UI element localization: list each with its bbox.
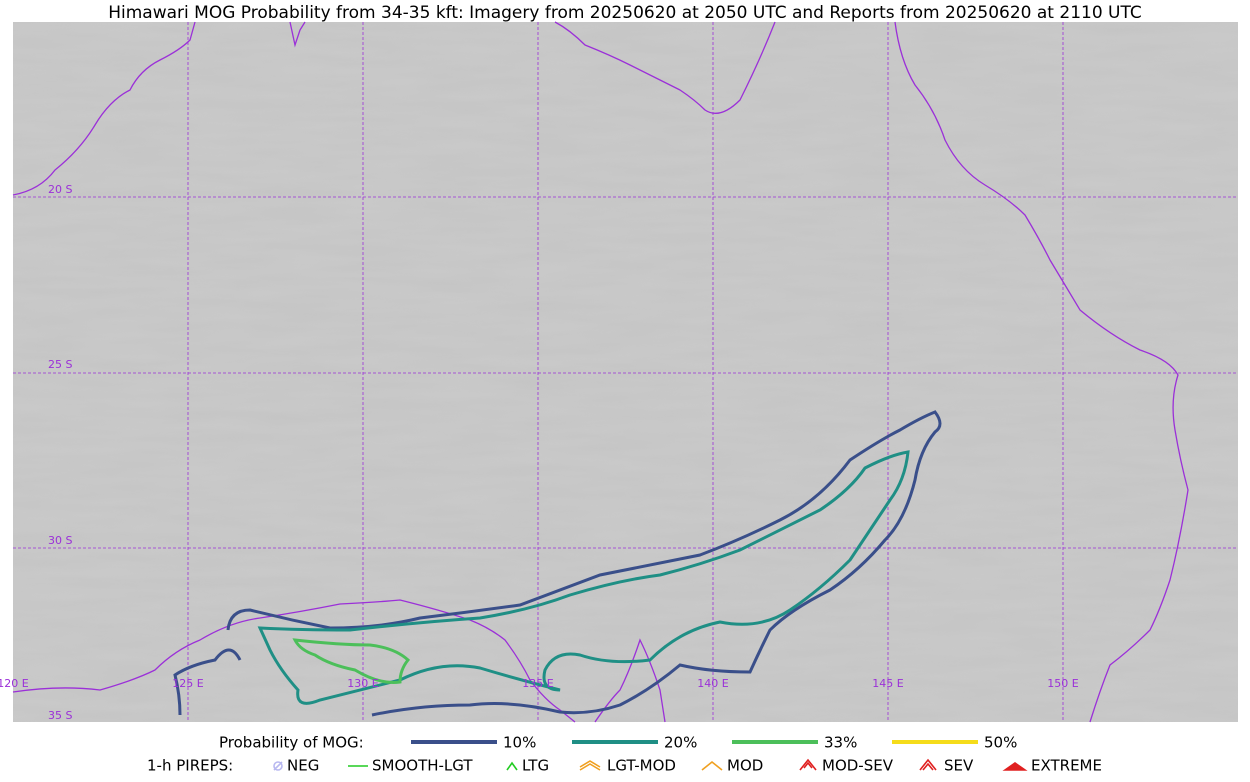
legend-label: 10% [503, 734, 536, 752]
pirep-symbol [273, 761, 283, 771]
lat-label: 35 S [48, 709, 72, 722]
title: Himawari MOG Probability from 34-35 kft:… [108, 3, 1142, 23]
pirep-label: LGT-MOD [607, 757, 676, 775]
lon-label: 150 E [1047, 677, 1078, 690]
pirep-label: SMOOTH-LGT [372, 757, 473, 775]
lon-label: 135 E [522, 677, 553, 690]
lat-label: 25 S [48, 358, 72, 371]
pirep-label: NEG [287, 757, 319, 775]
lon-label: 140 E [697, 677, 728, 690]
pirep-label: LTG [522, 757, 549, 775]
pirep-symbol [1002, 762, 1028, 771]
legend: Probability of MOG: 10% 20% 33% 50% 1-h PIREP… [147, 734, 1102, 775]
legend-title: 1-h PIREPS: [147, 757, 233, 775]
geo-labels: 20 S 25 S 30 S 35 S 120 E 125 E 130 E 135 E 140 … [0, 183, 1079, 722]
graticule [13, 22, 1238, 722]
contour-10 [173, 410, 942, 717]
satellite-texture [13, 22, 1238, 722]
coastline [12, 599, 576, 723]
mog-contours [173, 410, 942, 717]
pirep-label: MOD-SEV [822, 757, 894, 775]
pirep-symbol [701, 760, 723, 771]
legend-title: Probability of MOG: [219, 734, 364, 752]
pirep-label: MOD [727, 757, 763, 775]
contour-20 [257, 450, 910, 705]
coastline [554, 21, 776, 114]
grid-lines [13, 22, 1238, 722]
coastline [894, 21, 1189, 723]
coastline [12, 21, 196, 196]
lon-label: 120 E [0, 677, 29, 690]
lat-label: 30 S [48, 534, 72, 547]
contour-33 [292, 638, 411, 684]
lon-label: 145 E [872, 677, 903, 690]
coastlines [12, 21, 1189, 723]
pirep-symbol [579, 760, 601, 771]
pirep-label: SEV [944, 757, 974, 775]
lon-label: 125 E [172, 677, 203, 690]
lat-label: 20 S [48, 183, 72, 196]
lon-label: 130 E [347, 677, 378, 690]
coastline [594, 638, 666, 723]
coastline [289, 21, 306, 48]
map: 20 S 25 S 30 S 35 S 120 E 125 E 130 E 135 E 140 … [0, 21, 1238, 723]
pirep-label: EXTREME [1031, 757, 1102, 775]
pirep-symbol [799, 758, 817, 771]
pirep-symbol [506, 761, 518, 771]
legend-label: 20% [664, 734, 697, 752]
pirep-symbol [919, 758, 937, 771]
legend-label: 33% [824, 734, 857, 752]
legend-label: 50% [984, 734, 1017, 752]
